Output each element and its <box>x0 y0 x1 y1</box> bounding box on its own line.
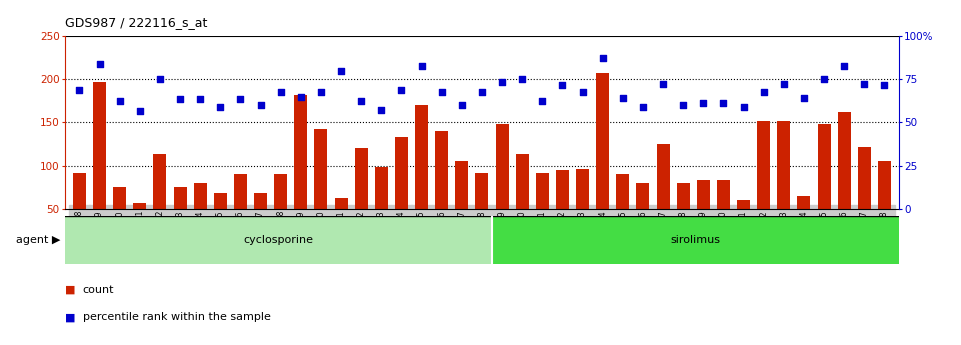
Bar <box>194 183 207 252</box>
Point <box>797 96 812 101</box>
Point <box>475 89 490 95</box>
Bar <box>334 197 348 252</box>
Bar <box>737 200 751 252</box>
Point <box>716 100 731 106</box>
Point <box>192 96 208 102</box>
Point <box>273 89 288 95</box>
Bar <box>234 174 247 252</box>
Point <box>455 102 470 108</box>
Bar <box>213 193 227 252</box>
Point <box>554 82 570 88</box>
Bar <box>254 193 267 252</box>
Bar <box>777 121 790 252</box>
Point <box>253 102 268 108</box>
Bar <box>798 196 810 252</box>
Bar <box>596 73 609 252</box>
Point <box>776 81 792 86</box>
Point <box>595 55 610 60</box>
Bar <box>274 174 287 252</box>
Point <box>374 107 389 112</box>
Point <box>414 63 430 69</box>
Point <box>635 104 651 110</box>
Bar <box>73 172 86 252</box>
Bar <box>93 82 106 252</box>
Point <box>152 77 167 82</box>
Text: agent ▶: agent ▶ <box>16 235 61 245</box>
Point <box>514 77 530 82</box>
Point <box>72 87 87 92</box>
Point <box>293 94 308 99</box>
Bar <box>134 203 146 252</box>
Bar <box>636 183 650 252</box>
Bar <box>492 216 899 264</box>
Bar <box>154 155 166 252</box>
Bar <box>496 124 508 252</box>
Bar <box>395 137 408 252</box>
Text: ■: ■ <box>65 285 76 295</box>
Point <box>394 87 409 92</box>
Bar <box>65 216 492 264</box>
Point <box>313 89 329 95</box>
Bar <box>697 180 710 252</box>
Text: sirolimus: sirolimus <box>671 235 721 245</box>
Bar <box>355 148 368 252</box>
Point <box>354 98 369 104</box>
Text: percentile rank within the sample: percentile rank within the sample <box>83 313 270 322</box>
Bar <box>616 174 629 252</box>
Bar <box>435 131 448 252</box>
Bar <box>314 128 328 252</box>
Bar <box>174 187 186 252</box>
Bar <box>717 180 730 252</box>
Bar <box>858 147 871 252</box>
Point <box>655 81 671 86</box>
Bar <box>456 161 468 252</box>
Bar <box>878 161 891 252</box>
Point <box>575 89 590 95</box>
Bar <box>656 144 670 252</box>
Bar <box>516 155 529 252</box>
Text: count: count <box>83 285 114 295</box>
Point <box>333 68 349 73</box>
Point <box>696 100 711 106</box>
Bar <box>555 170 569 252</box>
Bar <box>113 187 126 252</box>
Bar <box>415 105 428 252</box>
Point <box>856 81 872 86</box>
Point <box>132 108 147 114</box>
Text: cyclosporine: cyclosporine <box>244 235 313 245</box>
Point <box>92 61 108 67</box>
Bar <box>677 183 690 252</box>
Text: GDS987 / 222116_s_at: GDS987 / 222116_s_at <box>65 16 208 29</box>
Bar <box>294 95 308 252</box>
Bar <box>576 169 589 252</box>
Bar <box>536 172 549 252</box>
Point <box>233 96 248 102</box>
Point <box>494 79 509 85</box>
Point <box>736 104 752 110</box>
Point <box>817 77 832 82</box>
Point <box>756 89 772 95</box>
Bar <box>757 121 770 252</box>
Bar <box>838 112 850 252</box>
Point <box>615 96 630 101</box>
Bar <box>818 124 830 252</box>
Bar <box>476 172 488 252</box>
Point <box>212 104 228 110</box>
Point <box>676 102 691 108</box>
Point <box>434 89 450 95</box>
Point <box>534 98 550 104</box>
Point <box>876 82 892 88</box>
Bar <box>375 167 388 252</box>
Point <box>172 96 187 102</box>
Point <box>112 98 128 104</box>
Point <box>836 63 851 69</box>
Text: ■: ■ <box>65 313 76 322</box>
